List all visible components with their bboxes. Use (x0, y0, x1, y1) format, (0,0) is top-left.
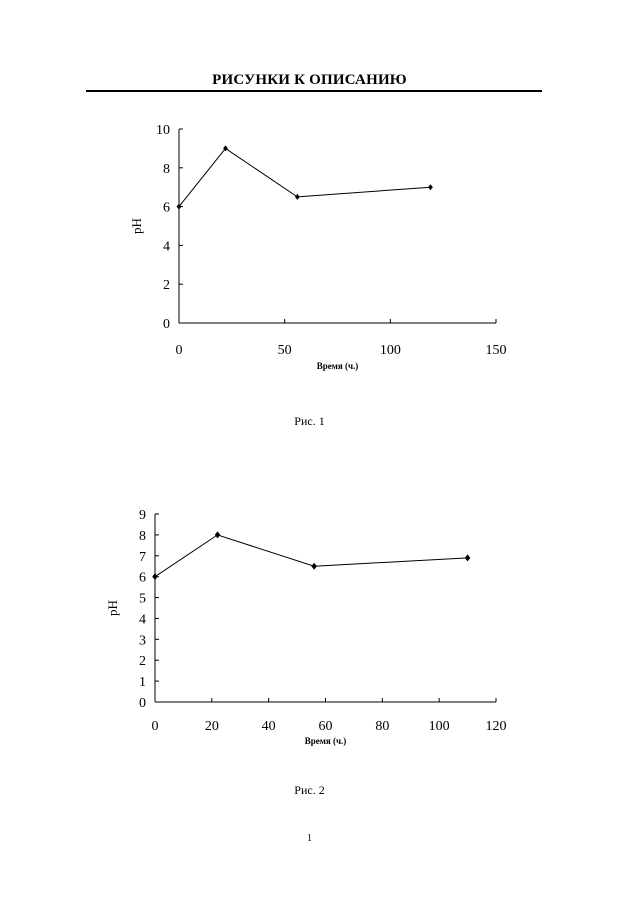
chart-2-y-axis-title: pH (105, 600, 120, 616)
chart-2-x-tick-label: 60 (319, 719, 333, 734)
chart-2-x-tick-label: 100 (429, 719, 450, 734)
chart-2-y-tick-label: 4 (139, 612, 146, 627)
chart-2-caption: Рис. 2 (0, 783, 619, 798)
chart-2-y-tick-label: 0 (139, 696, 146, 711)
chart-2-data-point (311, 563, 317, 570)
chart-2-y-tick-label: 2 (139, 654, 146, 669)
chart-2-data-point (215, 531, 221, 538)
page-number: 1 (0, 833, 619, 844)
chart-2-y-tick-label: 5 (139, 592, 146, 607)
chart-2-x-axis-title: Время (ч.) (305, 736, 347, 746)
chart-2-x-tick-label: 80 (375, 719, 389, 734)
chart-2-x-tick-label: 120 (486, 719, 507, 734)
chart-2-x-tick-label: 40 (262, 719, 276, 734)
chart-2-y-tick-label: 7 (139, 550, 146, 565)
chart-2-data-point (465, 554, 471, 561)
chart-2-y-tick-label: 1 (139, 675, 146, 690)
chart-2-ph-vs-time: 0 1 2 3 4 5 6 7 8 9 0 20 40 60 80 100 120 Время (ч.) pH (0, 0, 619, 899)
chart-2-x-tick-label: 0 (152, 719, 159, 734)
chart-2-series-line (155, 535, 468, 577)
chart-2-y-tick-label: 8 (139, 529, 146, 544)
chart-2-y-tick-label: 6 (139, 571, 146, 586)
chart-2-data-point (152, 573, 158, 580)
chart-2-x-tick-label: 20 (205, 719, 219, 734)
chart-2-y-tick-label: 3 (139, 633, 146, 648)
chart-2-y-tick-label: 9 (139, 508, 146, 523)
